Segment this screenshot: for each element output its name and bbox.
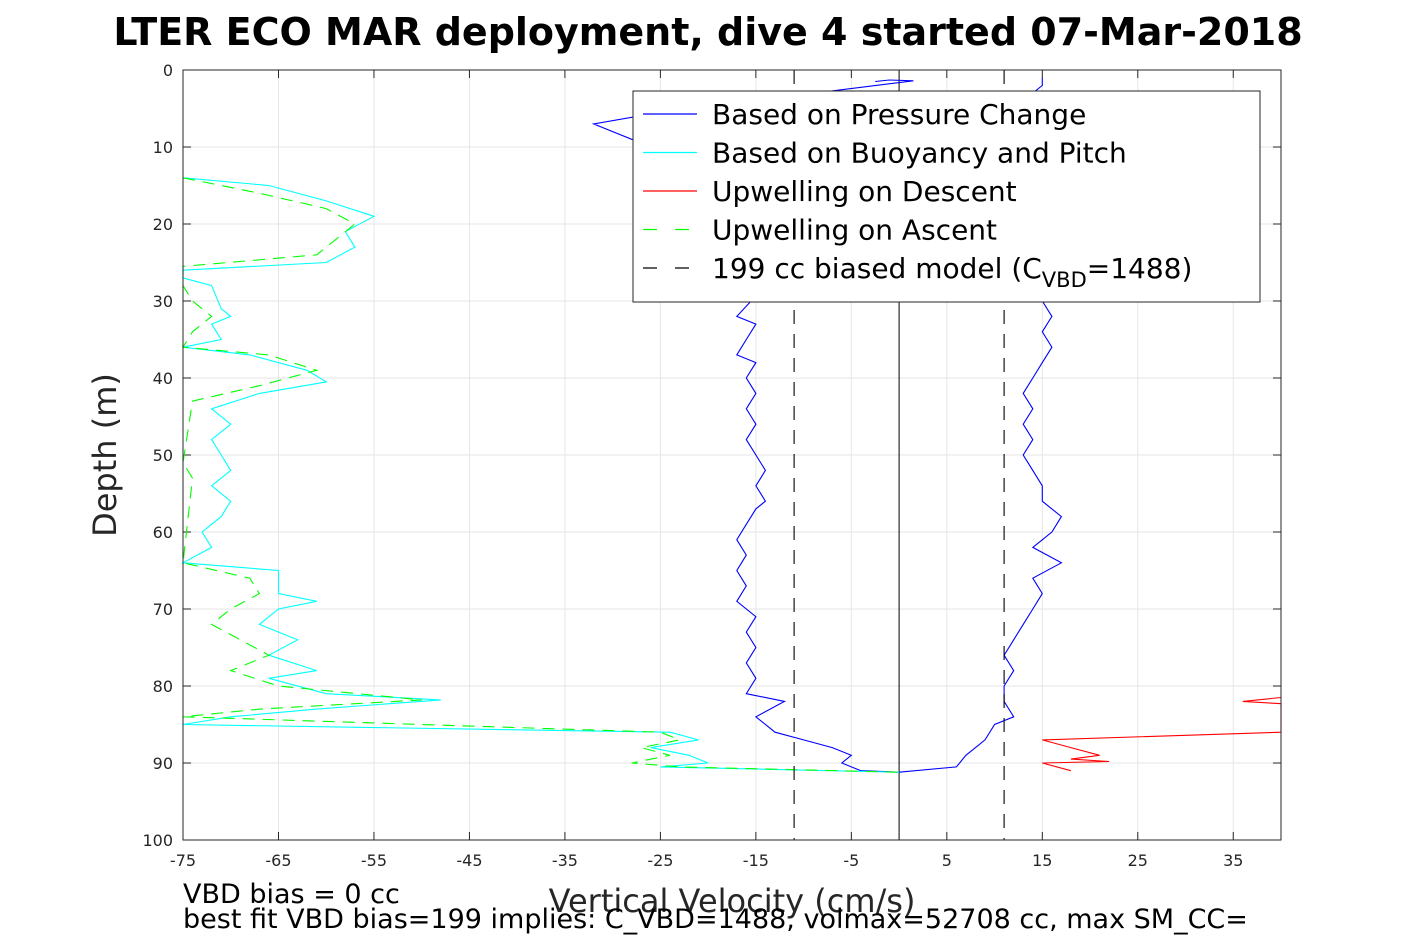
y-tick-label: 80	[153, 677, 173, 696]
x-tick-label: 15	[1032, 851, 1052, 870]
series-line-based-on-buoyancy-and-pitch	[181, 177, 900, 773]
x-tick-label: -55	[361, 851, 387, 870]
series-line-upwelling-on-descent	[1042, 696, 1282, 772]
y-tick-labels: 0 10 20 30 40 50 60 70 80 90 100	[142, 61, 173, 850]
y-tick-label: 70	[153, 600, 173, 619]
x-tick-label: 25	[1128, 851, 1148, 870]
x-tick-labels: -75 -65 -55 -45 -35 -25 -15 -5 5 15 25 35	[170, 851, 1244, 870]
legend-label: Upwelling on Descent	[712, 175, 1017, 208]
x-tick-label: -5	[843, 851, 859, 870]
y-tick-label: 50	[153, 446, 173, 465]
x-tick-label: -75	[170, 851, 196, 870]
x-tick-label: -25	[647, 851, 673, 870]
y-tick-label: 0	[163, 61, 173, 80]
legend-box	[632, 90, 1261, 303]
y-tick-label: 100	[142, 831, 173, 850]
x-tick-label: -45	[456, 851, 482, 870]
x-tick-label: -15	[743, 851, 769, 870]
y-tick-label: 90	[153, 754, 173, 773]
x-tick-label: 35	[1223, 851, 1243, 870]
x-tick-label: 5	[942, 851, 952, 870]
y-axis-label: Depth (m)	[86, 373, 124, 537]
legend: Based on Pressure Change Based on Buoyanc…	[632, 90, 1261, 303]
series-line-based-on-pressure-change	[591, 77, 1063, 773]
vbd-bias-note: VBD bias = 0 cc	[183, 879, 400, 910]
y-tick-label: 40	[153, 369, 173, 388]
plot-frame	[182, 69, 1282, 841]
x-tick-label: -35	[552, 851, 578, 870]
y-tick-label: 60	[153, 523, 173, 542]
legend-label: Based on Pressure Change	[712, 98, 1086, 131]
chart-title: LTER ECO MAR deployment, dive 4 started …	[113, 10, 1302, 54]
y-tick-label: 10	[153, 138, 173, 157]
best-fit-note: best fit VBD bias=199 implies: C_VBD=148…	[183, 904, 1248, 935]
legend-label: Based on Buoyancy and Pitch	[712, 137, 1127, 170]
legend-label: 199 cc biased model (CVBD=1488)	[712, 252, 1192, 292]
legend-label: Upwelling on Ascent	[712, 214, 997, 247]
y-tick-label: 30	[153, 292, 173, 311]
x-tick-label: -65	[265, 851, 291, 870]
y-tick-label: 20	[153, 215, 173, 234]
x-axis-label: Vertical Velocity (cm/s)	[549, 882, 916, 920]
